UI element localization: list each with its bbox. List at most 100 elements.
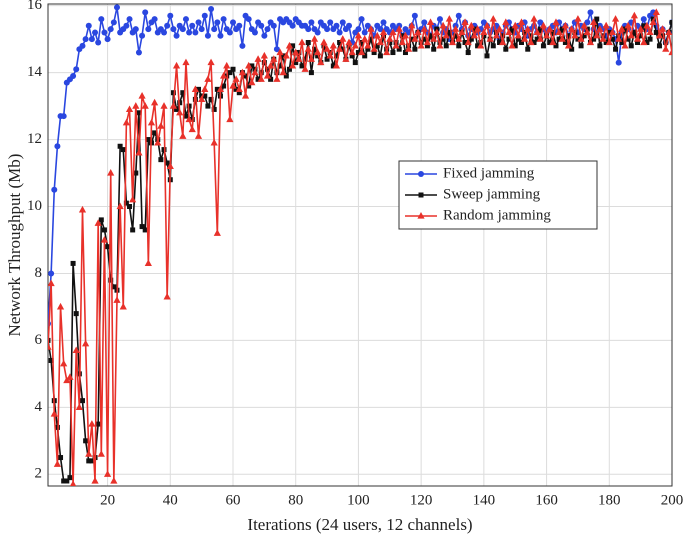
marker [308,19,315,26]
marker [213,229,221,236]
marker [61,478,67,484]
marker [539,21,548,29]
marker [536,35,544,42]
marker [428,33,434,39]
marker [349,53,355,59]
marker [440,36,446,42]
marker [446,29,452,35]
y-tick-label: 4 [35,399,43,415]
marker [506,36,512,42]
marker [82,339,90,347]
marker [389,28,397,36]
marker [239,42,246,49]
marker [167,12,174,19]
marker [367,25,375,32]
marker [497,39,503,45]
marker [386,35,394,42]
marker [304,45,312,52]
marker [644,39,650,45]
marker [605,38,613,46]
marker [246,83,252,89]
marker [163,292,171,300]
marker [194,132,203,139]
marker [179,26,186,33]
marker [279,68,287,76]
marker [357,48,366,56]
marker [152,130,158,136]
marker [257,75,265,82]
marker [264,26,271,33]
marker [337,39,343,45]
marker [100,235,109,243]
marker [361,29,368,36]
y-tick-label: 14 [27,64,43,80]
marker [418,171,424,177]
marker [92,29,99,36]
marker [414,28,422,36]
marker [295,55,303,62]
marker [376,38,384,46]
marker [288,61,297,69]
legend-label: Fixed jamming [443,165,535,181]
marker [66,373,74,380]
marker [169,102,178,109]
marker [296,50,302,56]
marker [379,28,388,36]
marker [217,32,224,39]
marker [339,19,346,26]
marker [186,29,193,36]
marker [537,19,544,26]
marker [503,46,509,52]
marker [307,55,315,62]
marker [583,28,591,36]
marker [424,43,430,49]
marker [289,22,296,29]
marker [142,227,148,233]
marker [144,259,152,267]
marker [436,16,443,23]
legend: Fixed jamming Sweep jamming Random jamming [398,160,598,230]
marker [329,41,337,49]
marker [290,43,296,49]
marker [619,39,625,45]
marker [211,106,217,112]
marker [214,86,220,92]
marker [73,66,80,73]
marker [624,21,632,29]
marker [351,41,359,49]
marker [123,22,130,29]
marker [70,260,76,266]
marker [593,31,601,39]
marker [142,9,149,16]
marker [668,48,672,56]
marker [518,39,524,45]
marker [421,36,427,42]
marker [201,85,209,92]
marker [633,35,642,42]
marker [655,31,664,39]
marker [346,22,353,29]
marker [263,71,272,79]
marker [211,26,218,33]
marker [568,25,576,32]
marker [455,35,463,42]
marker [597,43,603,49]
marker [214,19,221,26]
marker [577,35,585,42]
marker [236,90,242,96]
marker [245,16,252,23]
marker [524,25,532,32]
marker [189,22,196,29]
marker [323,45,331,52]
marker [470,31,479,39]
marker [268,76,274,82]
marker [110,19,117,26]
marker [584,19,591,26]
marker [241,92,250,99]
marker [151,16,158,23]
marker [110,476,118,484]
marker [640,16,647,23]
marker [251,68,259,76]
marker [625,36,631,42]
